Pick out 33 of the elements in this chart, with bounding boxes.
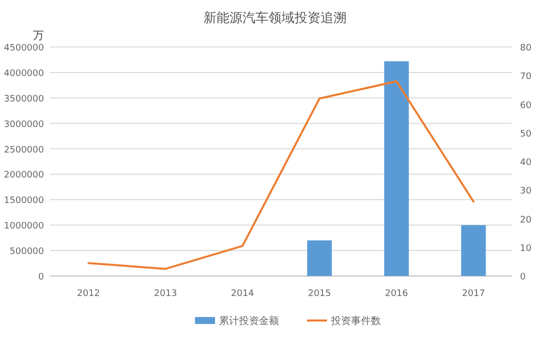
y-tick-label: 2500000: [4, 145, 44, 156]
legend-label: 累计投资金额: [219, 315, 279, 327]
y-axis-title: 万: [33, 29, 44, 42]
y2-tick-label: 50: [520, 129, 532, 140]
y2-tick-label: 10: [520, 244, 532, 254]
y2-tick-label: 0: [520, 272, 526, 282]
y2-tick-label: 30: [520, 186, 532, 197]
x-tick-label: 2017: [462, 289, 485, 299]
y2-tick-label: 60: [520, 100, 532, 111]
bar: [307, 240, 332, 276]
bar: [461, 225, 486, 276]
chart-title: 新能源汽车领域投资追溯: [204, 11, 346, 26]
legend-label: 投资事件数: [330, 315, 381, 327]
x-tick-label: 2013: [154, 289, 177, 299]
bar: [384, 61, 409, 276]
line-series: [88, 80, 474, 270]
y-tick-label: 4000000: [4, 68, 44, 79]
y-tick-label: 3500000: [4, 94, 44, 104]
y-tick-label: 500000: [10, 247, 44, 258]
y2-tick-label: 20: [520, 215, 532, 226]
x-tick-label: 2015: [308, 289, 331, 299]
y-tick-label: 2000000: [4, 170, 44, 181]
x-tick-label: 2016: [385, 289, 408, 299]
x-tick-label: 2014: [231, 289, 254, 299]
y-tick-label: 4500000: [4, 44, 44, 54]
x-tick-label: 2012: [77, 289, 100, 299]
y-tick-label: 1000000: [4, 222, 44, 232]
y-tick-label: 1500000: [4, 196, 44, 206]
y2-tick-label: 40: [520, 158, 532, 168]
y-tick-label: 0: [38, 272, 44, 282]
y2-tick-label: 70: [520, 72, 532, 82]
y2-tick-label: 80: [520, 44, 532, 54]
y-tick-label: 3000000: [4, 120, 44, 130]
